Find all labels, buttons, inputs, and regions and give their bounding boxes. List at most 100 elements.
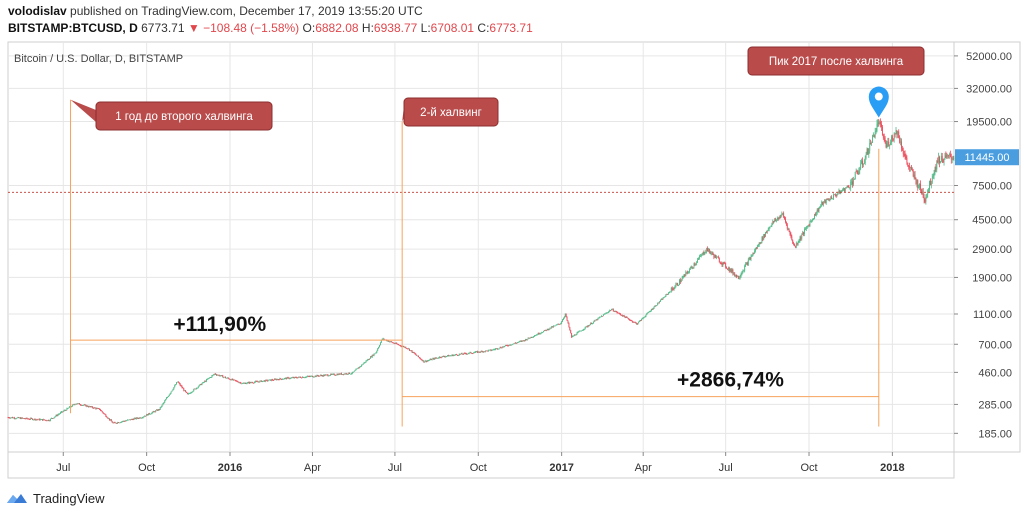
candle-body bbox=[532, 336, 534, 338]
callout-peak[interactable]: Пик 2017 после халвинга bbox=[747, 46, 925, 76]
candle-body bbox=[240, 382, 242, 384]
candle-body bbox=[19, 417, 21, 419]
candle-body bbox=[847, 185, 849, 187]
candle-body bbox=[548, 329, 550, 330]
candle-body bbox=[267, 380, 269, 382]
candle-body bbox=[801, 234, 803, 239]
time-axis[interactable] bbox=[7, 451, 955, 479]
candle-body bbox=[587, 325, 589, 327]
candle-body bbox=[27, 418, 29, 420]
last-price-badge[interactable]: 11445.00 bbox=[955, 149, 1019, 166]
candle-body bbox=[942, 160, 944, 163]
candle-body bbox=[848, 186, 850, 188]
candle-body bbox=[514, 342, 515, 344]
candle-body bbox=[224, 376, 226, 378]
candle-body bbox=[83, 404, 85, 406]
candle-body bbox=[570, 330, 572, 334]
symbol-label[interactable]: BITSTAMP:BTCUSD, D bbox=[8, 21, 138, 35]
price-chart[interactable]: +111,90% +2866,74% 1 год до второго халвин… bbox=[0, 40, 1024, 485]
candle-body bbox=[655, 305, 657, 307]
price-axis[interactable] bbox=[953, 41, 1021, 453]
candle-body bbox=[952, 158, 954, 160]
candle-body bbox=[897, 131, 899, 135]
candle-body bbox=[148, 413, 150, 415]
candle-body bbox=[414, 353, 416, 355]
candle-body bbox=[93, 407, 95, 409]
candle-body bbox=[814, 213, 816, 216]
candle-body bbox=[617, 312, 619, 314]
candle-body bbox=[706, 248, 708, 252]
candle-body bbox=[168, 394, 170, 397]
candle-body bbox=[872, 134, 874, 136]
candle-body bbox=[638, 321, 640, 324]
candle-body bbox=[103, 413, 105, 415]
candle-body bbox=[441, 356, 443, 358]
candle-body bbox=[643, 317, 645, 319]
candle-body bbox=[34, 418, 36, 421]
candle-body bbox=[622, 315, 624, 317]
candle-body bbox=[495, 348, 496, 350]
candle-body bbox=[109, 418, 110, 421]
x-tick-label: 2018 bbox=[880, 462, 904, 474]
candle-body bbox=[688, 269, 690, 273]
candle-body bbox=[20, 417, 22, 419]
candle-body bbox=[432, 358, 434, 360]
candle-body bbox=[449, 355, 451, 357]
candle-body bbox=[530, 336, 532, 339]
candle-body bbox=[74, 404, 76, 406]
candle-body bbox=[575, 334, 577, 336]
callout-halving-box bbox=[403, 97, 499, 127]
candle-body bbox=[418, 357, 420, 358]
candle-body bbox=[835, 195, 837, 197]
candle-body bbox=[189, 393, 191, 394]
candle-body bbox=[278, 379, 280, 381]
candle-body bbox=[350, 373, 352, 375]
candle-body bbox=[148, 413, 149, 416]
candle-body bbox=[455, 354, 457, 356]
candle-body bbox=[513, 343, 515, 345]
author-name[interactable]: volodislav bbox=[8, 4, 67, 18]
candle-body bbox=[59, 413, 61, 415]
candle-body bbox=[374, 353, 376, 355]
candle-body bbox=[776, 218, 778, 220]
candle-body bbox=[559, 323, 561, 325]
candle-body bbox=[485, 350, 486, 352]
candle-body bbox=[940, 155, 942, 162]
candle-body bbox=[16, 417, 18, 419]
candle-body bbox=[99, 408, 100, 410]
brand-name[interactable]: TradingView bbox=[33, 490, 105, 506]
candle-body bbox=[25, 417, 27, 419]
candle-body bbox=[881, 126, 883, 136]
candle-body bbox=[629, 319, 631, 321]
candle-body bbox=[473, 352, 475, 354]
candle-body bbox=[222, 375, 224, 378]
callout-year-before[interactable]: 1 год до второго халвинга bbox=[70, 99, 273, 131]
candle-body bbox=[475, 351, 477, 353]
candle-body bbox=[463, 353, 465, 355]
candle-body bbox=[896, 130, 898, 135]
candle-body bbox=[866, 148, 868, 155]
candle-body bbox=[932, 176, 934, 178]
candle-body bbox=[806, 226, 808, 228]
candle-body bbox=[939, 156, 940, 164]
candle-body bbox=[250, 382, 252, 383]
candle-body bbox=[943, 159, 945, 163]
candle-body bbox=[140, 417, 142, 419]
candle-body bbox=[251, 382, 253, 384]
candle-body bbox=[244, 382, 246, 384]
candle-body bbox=[912, 170, 914, 177]
y-tick-label: 7500.00 bbox=[972, 181, 1012, 193]
candle-body bbox=[533, 336, 535, 338]
candle-body bbox=[45, 420, 47, 421]
x-axis-labels: Jul Oct 2016 Apr Jul Oct 2017 Apr Jul Oct 2018 bbox=[56, 452, 905, 474]
callout-halving[interactable]: 2-й халвинг bbox=[402, 97, 499, 127]
candle-body bbox=[130, 419, 132, 420]
map-pin-marker-icon[interactable] bbox=[868, 86, 889, 118]
candle-body bbox=[157, 409, 158, 411]
candle-body bbox=[714, 254, 716, 258]
candle-body bbox=[28, 418, 30, 420]
chart-canvas[interactable]: +111,90% +2866,74% 1 год до второго халвин… bbox=[0, 40, 1024, 485]
candle-body bbox=[139, 417, 141, 419]
candle-body bbox=[829, 199, 831, 201]
candle-body bbox=[78, 403, 80, 405]
